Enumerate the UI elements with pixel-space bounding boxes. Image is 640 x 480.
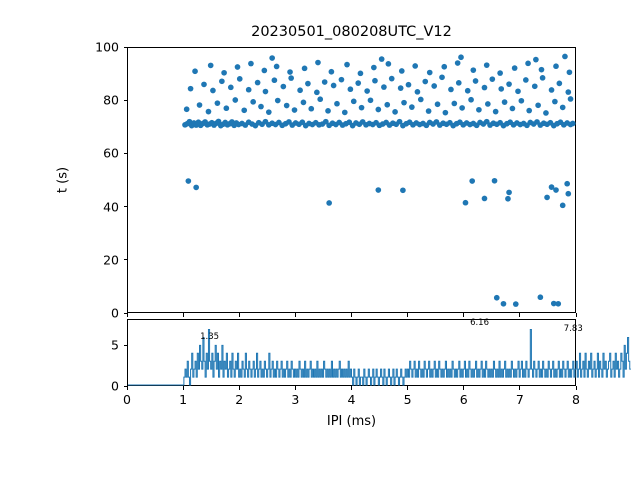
hist-y-tick-5 — [123, 344, 127, 346]
scatter-x-tick-2 — [238, 313, 240, 317]
scatter-x-tick-5 — [407, 313, 409, 317]
scatter-y-tick-60 — [123, 152, 127, 154]
scatter-y-tick-label-60: 60 — [103, 145, 119, 161]
scatter-y-tick-80 — [123, 99, 127, 101]
hist-x-tick-6 — [463, 386, 465, 390]
peak-annotation-7.83: 7.83 — [563, 324, 583, 335]
scatter-y-tick-0 — [123, 312, 127, 314]
hist-x-tick-0 — [126, 386, 128, 390]
hist-x-tick-label-4: 4 — [347, 392, 356, 407]
scatter-x-tick-4 — [351, 313, 353, 317]
hist-x-tick-label-1: 1 — [179, 392, 188, 407]
hist-y-tick-0 — [123, 385, 127, 387]
scatter-y-tick-label-40: 40 — [103, 199, 119, 215]
scatter-x-tick-3 — [294, 313, 296, 317]
hist-y-tick-label-0: 0 — [111, 378, 119, 394]
scatter-x-tick-6 — [463, 313, 465, 317]
scatter-x-tick-7 — [519, 313, 521, 317]
hist-x-tick-7 — [519, 386, 521, 390]
peak-annotation-1.35: 1.35 — [200, 331, 220, 342]
hist-x-tick-2 — [238, 386, 240, 390]
hist-x-tick-1 — [182, 386, 184, 390]
hist-x-tick-label-2: 2 — [235, 392, 244, 407]
hist-x-tick-3 — [294, 386, 296, 390]
hist-x-tick-8 — [575, 386, 577, 390]
hist-x-tick-label-0: 0 — [123, 392, 131, 407]
scatter-y-tick-label-20: 20 — [103, 252, 119, 268]
scatter-y-tick-20 — [123, 259, 127, 261]
hist-y-tick-label-5: 5 — [111, 337, 119, 353]
peak-annotation-6.16: 6.16 — [470, 317, 490, 328]
scatter-y-tick-label-100: 100 — [95, 39, 119, 55]
scatter-plot-axes — [127, 47, 576, 313]
scatter-points-layer — [182, 53, 576, 307]
scatter-y-tick-100 — [123, 46, 127, 48]
y-axis-label: t (s) — [55, 166, 71, 194]
hist-x-tick-5 — [407, 386, 409, 390]
hist-x-tick-label-6: 6 — [459, 392, 468, 407]
hist-x-tick-label-8: 8 — [572, 392, 580, 407]
scatter-x-tick-0 — [126, 313, 128, 317]
histogram-line-layer — [128, 320, 575, 385]
hist-x-tick-label-3: 3 — [291, 392, 300, 407]
scatter-y-tick-label-0: 0 — [111, 305, 119, 321]
histogram-axes — [127, 319, 576, 386]
scatter-y-tick-label-80: 80 — [103, 92, 119, 108]
x-axis-label: IPI (ms) — [326, 414, 377, 429]
hist-x-tick-label-7: 7 — [515, 392, 524, 407]
page-title: 20230501_080208UTC_V12 — [251, 24, 452, 40]
hist-x-tick-4 — [351, 386, 353, 390]
scatter-x-tick-1 — [182, 313, 184, 317]
hist-x-tick-label-5: 5 — [403, 392, 412, 407]
scatter-y-tick-40 — [123, 206, 127, 208]
scatter-x-tick-8 — [575, 313, 577, 317]
